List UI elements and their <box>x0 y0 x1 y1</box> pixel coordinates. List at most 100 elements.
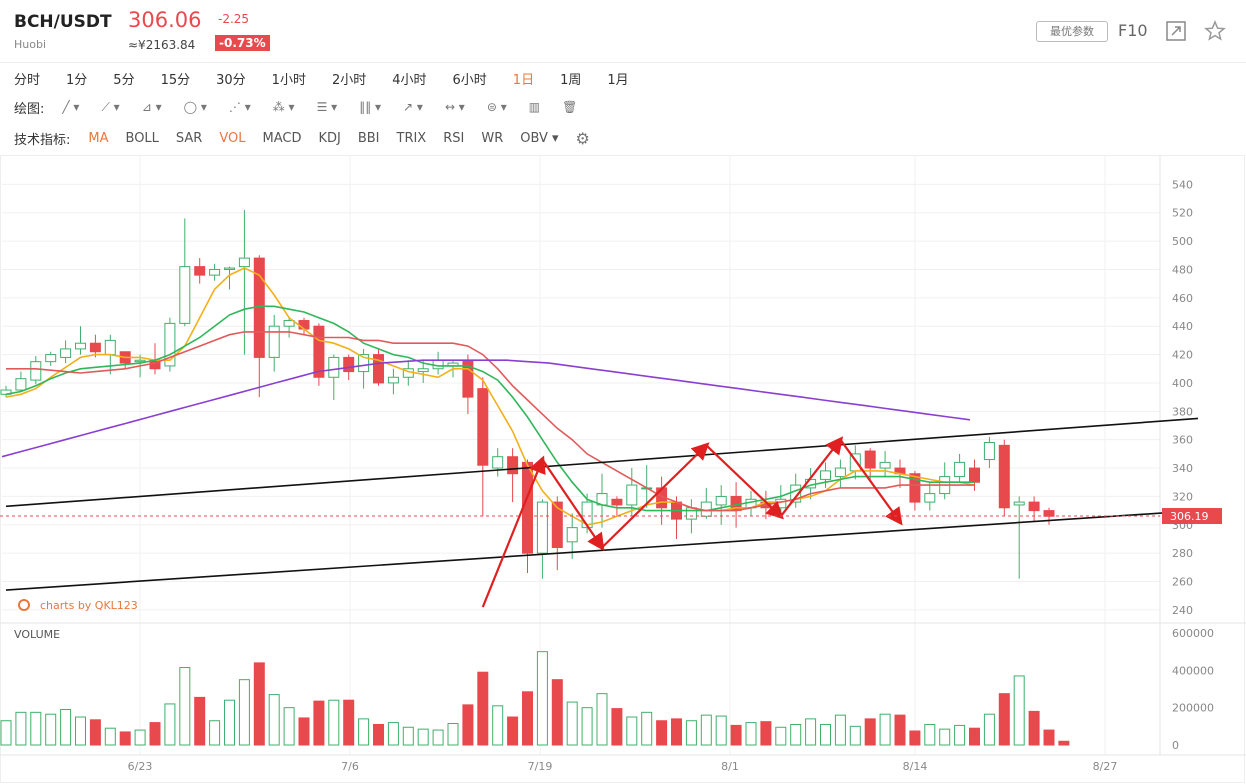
range-tool-icon[interactable]: ↔ ▾ <box>444 100 465 114</box>
optimal-params-button[interactable]: 最优参数 <box>1036 21 1108 42</box>
interval-11[interactable]: 1月 <box>607 72 629 88</box>
price-tick-label: 500 <box>1172 235 1193 248</box>
volume-bar <box>685 720 697 746</box>
volume-tick-label: 0 <box>1172 739 1179 752</box>
volume-bar <box>238 679 250 746</box>
trend-arrow <box>779 436 844 517</box>
drawing-label: 绘图: <box>14 101 45 117</box>
indicator-trix[interactable]: TRIX <box>396 130 427 146</box>
interval-6[interactable]: 2小时 <box>331 72 367 88</box>
price-tick-label: 420 <box>1172 349 1193 362</box>
interval-5[interactable]: 1小时 <box>271 72 306 88</box>
indicator-bbi[interactable]: BBI <box>357 130 380 146</box>
interval-3[interactable]: 15分 <box>160 72 191 88</box>
volume-bar <box>909 730 921 746</box>
indicator-boll[interactable]: BOLL <box>125 130 159 146</box>
volume-bar <box>432 729 444 746</box>
indicator-bar: 技术指标: MA BOLL SAR VOL MACD KDJ BBI TRIX RSI WR OBV… <box>0 128 1246 148</box>
price-tick-label: 280 <box>1172 547 1193 560</box>
interval-10[interactable]: 1周 <box>560 72 582 88</box>
interval-1[interactable]: 1分 <box>66 72 88 88</box>
indicator-rsi[interactable]: RSI <box>443 130 465 146</box>
volume-bar <box>30 711 42 746</box>
indicator-wr[interactable]: WR <box>481 130 504 146</box>
price-tick-label: 520 <box>1172 207 1193 220</box>
trend-arrow <box>541 458 605 552</box>
volume-bar <box>387 722 399 746</box>
indicator-sar[interactable]: SAR <box>175 130 203 146</box>
expand-icon[interactable] <box>1166 21 1186 41</box>
candle-body <box>909 473 921 503</box>
star-icon[interactable] <box>1204 20 1226 42</box>
volume-bar <box>328 699 340 746</box>
volume-bar <box>626 716 638 746</box>
candle-body <box>685 507 697 520</box>
candle-body <box>417 368 429 373</box>
volume-bar <box>477 671 489 746</box>
candle-body <box>30 361 42 381</box>
interval-4[interactable]: 30分 <box>216 72 246 88</box>
candle-body <box>224 267 235 270</box>
interval-2[interactable]: 5分 <box>113 72 135 88</box>
f10-button[interactable]: F10 <box>1118 21 1148 40</box>
line-tool-icon[interactable]: ╱ ▾ <box>62 100 80 114</box>
volume-bar <box>894 714 906 746</box>
indicator-obv[interactable]: OBV ▾ <box>520 130 559 146</box>
change-percent-badge: -0.73% <box>215 35 270 51</box>
last-price: 306.06 <box>128 8 202 32</box>
polyline-tool-icon[interactable]: ⊿ ▾ <box>141 100 162 114</box>
wave-tool-icon[interactable]: ⋰ ▾ <box>228 100 251 114</box>
volume-bar <box>566 701 578 746</box>
interval-7[interactable]: 4小时 <box>392 72 427 88</box>
candle-body <box>179 266 191 324</box>
volume-bar <box>0 720 12 746</box>
ellipse-tool-icon[interactable]: ◯ ▾ <box>183 100 207 114</box>
indicator-macd[interactable]: MACD <box>262 130 302 146</box>
candle-body <box>1013 501 1025 506</box>
volume-bar <box>343 699 355 746</box>
arrow-tool-icon[interactable]: ↗ ▾ <box>403 100 423 114</box>
interval-0[interactable]: 分时 <box>14 72 41 88</box>
candle-body <box>983 442 995 461</box>
volume-bar <box>581 707 593 746</box>
trash-icon[interactable]: 🗑 <box>562 100 578 114</box>
time-tick-label: 8/1 <box>721 760 739 773</box>
candle-body <box>313 325 325 378</box>
volume-bar <box>253 662 265 746</box>
volume-bar <box>164 703 176 746</box>
candlestick-chart[interactable]: 5405205004804604404204003803603403203002… <box>0 155 1246 784</box>
bars-tool-icon[interactable]: ▥ <box>528 100 541 114</box>
price-tick-label: 540 <box>1172 178 1193 191</box>
interval-9[interactable]: 1日 <box>512 72 535 88</box>
volume-bar <box>507 716 519 746</box>
price-tick-label: 240 <box>1172 604 1193 617</box>
channel-tool-icon[interactable]: ‖‖ ▾ <box>359 100 382 114</box>
interval-8[interactable]: 6小时 <box>452 72 487 88</box>
candle-body <box>194 266 206 276</box>
indicator-kdj[interactable]: KDJ <box>318 130 341 146</box>
volume-bar <box>373 723 384 746</box>
volume-bar <box>15 711 27 746</box>
candle-body <box>954 461 966 478</box>
candle-body <box>387 376 399 384</box>
pattern-tool-icon[interactable]: ⁂ ▾ <box>272 100 295 114</box>
volume-bar <box>522 691 533 746</box>
gear-icon[interactable]: ⚙ <box>575 128 590 148</box>
pair-title: BCH/USDT <box>14 12 112 32</box>
fibonacci-tool-icon[interactable]: ☰ ▾ <box>316 100 338 114</box>
candle-body <box>373 354 384 384</box>
indicator-ma[interactable]: MA <box>88 130 109 146</box>
candle-body <box>328 356 340 378</box>
candle-body <box>60 348 72 358</box>
candle-body <box>343 356 355 373</box>
volume-bar <box>671 718 682 746</box>
text-tool-icon[interactable]: ⊜ ▾ <box>486 100 507 114</box>
volume-tick-label: 400000 <box>1172 664 1214 677</box>
price-tick-label: 440 <box>1172 320 1193 333</box>
time-tick-label: 7/6 <box>341 760 359 773</box>
indicator-vol[interactable]: VOL <box>219 130 246 146</box>
ray-tool-icon[interactable]: ⟋ ▾ <box>101 99 120 114</box>
volume-bar <box>834 714 846 746</box>
candle-body <box>268 325 280 358</box>
volume-tick-label: 200000 <box>1172 702 1214 715</box>
